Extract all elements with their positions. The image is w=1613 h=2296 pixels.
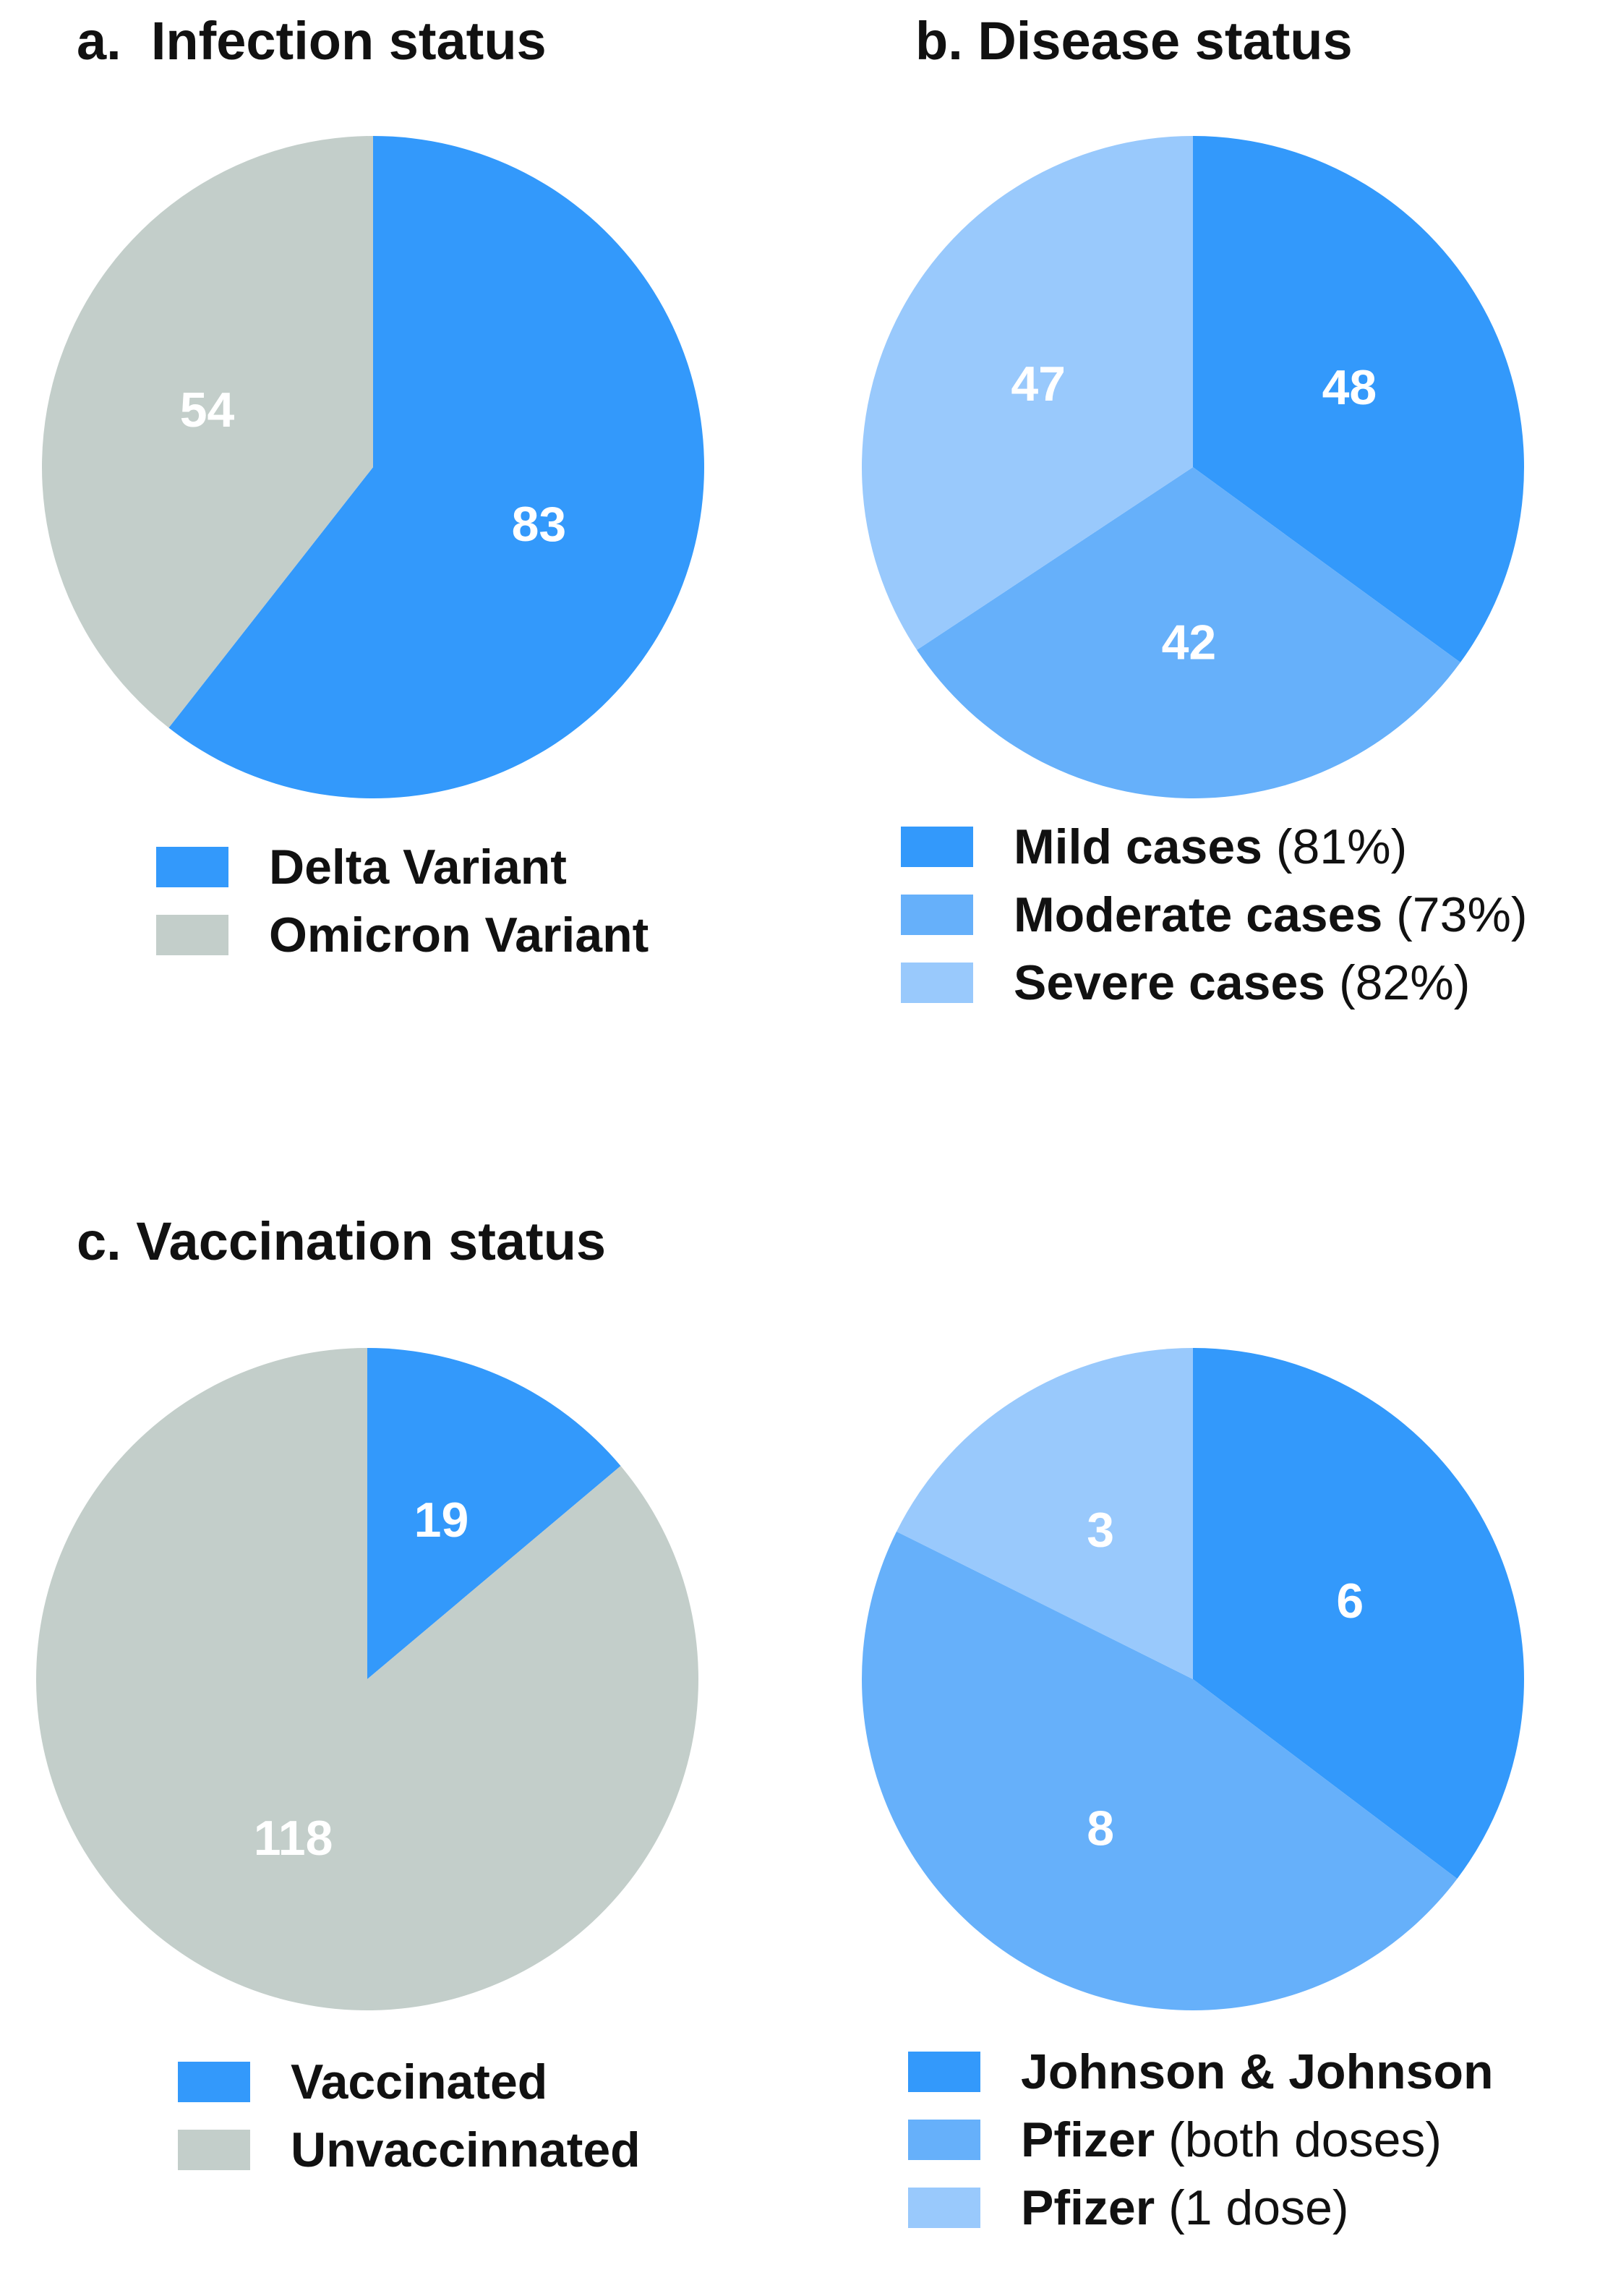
legend-item: Delta Variant [156,833,649,901]
legend-note: (81%) [1262,819,1408,874]
chart-d-legend: Johnson & Johnson Pfizer (both doses) Pf… [908,2038,1494,2242]
pie-slice-severe-cases [862,136,1193,650]
pie-slice-mild-cases [1193,136,1524,663]
legend-swatch-vaccinated [178,2062,250,2102]
chart-a-title-letter: a. [77,11,121,71]
pie-chart-infection: 83 54 [41,136,704,798]
legend-swatch-unvaccinated [178,2130,250,2170]
legend-label: Johnson & Johnson [1021,2044,1494,2099]
legend-note: (73%) [1382,887,1528,942]
pie-chart-vaccination: 19 118 [35,1348,699,2010]
legend-label: Omicron Variant [269,908,649,963]
pie-slice-moderate-cases [917,467,1460,798]
pie-slice-unvaccinnated [35,1348,699,2010]
pie-slice-pfizer-1-dose [897,1348,1193,1679]
pie-chart-vaccine-type: 6 8 3 [862,1348,1524,2010]
legend-item: Pfizer (1 dose) [908,2174,1494,2242]
pie-value-label: 3 [1087,1503,1114,1558]
pie-slice-omicron-variant [41,136,374,728]
legend-swatch-jj [908,2052,980,2092]
legend-item: Moderate cases (73%) [901,881,1528,949]
legend-item: Unvaccinnated [178,2116,641,2184]
legend-note: (1 dose) [1155,2180,1349,2235]
legend-label: Mild cases [1014,819,1262,874]
pie-value-label: 83 [512,497,567,552]
pie-slice-delta-variant [168,136,704,798]
pie-value-label: 118 [254,1811,333,1866]
legend-label: Pfizer [1021,2112,1155,2167]
legend-label: Vaccinated [291,2054,548,2109]
legend-note: (both doses) [1155,2112,1442,2167]
chart-c-title: c. Vaccination status [77,1215,606,1268]
legend-swatch-pfizer-one [908,2188,980,2228]
legend-swatch-delta [156,847,228,887]
legend-swatch-mild [901,827,973,867]
chart-b-legend: Mild cases (81%) Moderate cases (73%) Se… [901,813,1528,1017]
legend-item: Vaccinated [178,2048,641,2116]
legend-label: Severe cases [1014,955,1326,1010]
chart-b-title-text: Disease status [977,11,1353,71]
pie-slice-johnson-johnson [1193,1348,1524,1879]
legend-item: Johnson & Johnson [908,2038,1494,2106]
pie-value-label: 54 [180,383,235,438]
chart-a-title-text: Infection status [150,11,547,71]
pie-value-label: 6 [1336,1574,1364,1629]
chart-a-legend: Delta Variant Omicron Variant [156,833,649,969]
legend-item: Omicron Variant [156,901,649,969]
legend-item: Severe cases (82%) [901,949,1528,1017]
chart-a-title: a. Infection status [77,14,547,68]
legend-swatch-severe [901,963,973,1003]
chart-b-title: b. Disease status [915,14,1353,68]
chart-c-legend: Vaccinated Unvaccinnated [178,2048,641,2184]
chart-c-title-text: Vaccination status [136,1211,607,1271]
legend-label: Unvaccinnated [291,2122,641,2177]
pie-slice-vaccinated [367,1348,621,1679]
pie-value-label: 47 [1011,357,1066,411]
pie-value-label: 48 [1322,360,1377,415]
legend-item: Mild cases (81%) [901,813,1528,881]
legend-label: Delta Variant [269,840,567,895]
legend-item: Pfizer (both doses) [908,2106,1494,2174]
pie-chart-disease: 48 42 47 [862,136,1524,798]
legend-swatch-moderate [901,895,973,935]
legend-label: Moderate cases [1014,887,1383,942]
legend-swatch-omicron [156,915,228,955]
pie-slice-pfizer-both-doses [862,1531,1458,2010]
pie-value-label: 19 [414,1493,469,1548]
legend-note: (82%) [1325,955,1471,1010]
chart-c-title-letter: c. [77,1211,121,1271]
pie-value-label: 42 [1162,615,1217,670]
pie-value-label: 8 [1087,1801,1114,1856]
legend-swatch-pfizer-both [908,2120,980,2160]
legend-label: Pfizer [1021,2180,1155,2235]
chart-b-title-letter: b. [915,11,963,71]
